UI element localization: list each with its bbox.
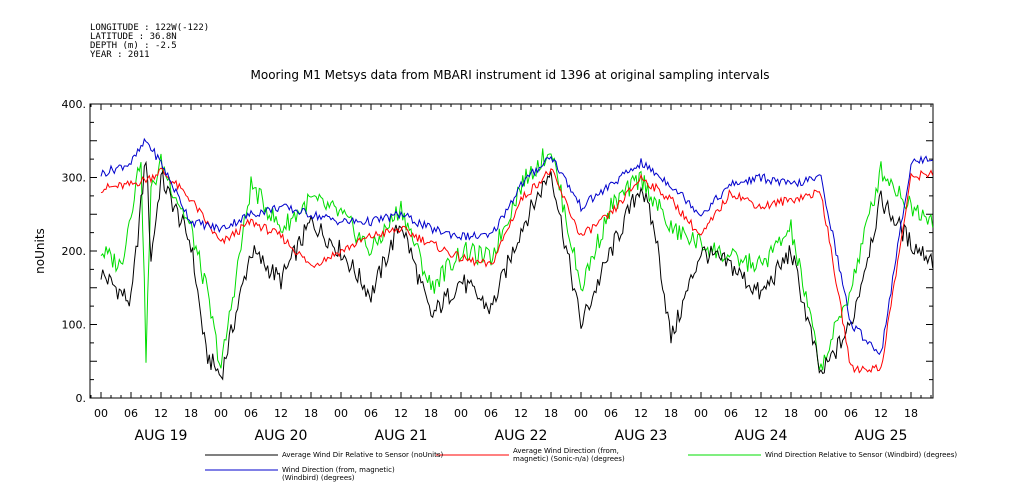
x-tick-label: 06 <box>484 407 498 420</box>
legend-label-green: Wind Direction Relative to Sensor (Windb… <box>765 451 958 459</box>
x-tick-label: 06 <box>604 407 618 420</box>
y-axis-label: noUnits <box>33 228 47 274</box>
x-tick-label: 06 <box>724 407 738 420</box>
x-day-label: AUG 24 <box>735 428 788 444</box>
x-day-label: AUG 21 <box>375 428 428 444</box>
x-tick-label: 12 <box>514 407 528 420</box>
series-line-1 <box>100 167 934 374</box>
x-tick-label: 12 <box>874 407 888 420</box>
legend-label-blue: Wind Direction (from, magnetic) (Windbir… <box>282 466 395 482</box>
x-tick-label: 18 <box>424 407 438 420</box>
y-tick-label: 200. <box>62 245 87 258</box>
x-tick-label: 06 <box>364 407 378 420</box>
series-line-0 <box>100 160 934 381</box>
x-tick-label: 12 <box>754 407 768 420</box>
x-day-label: AUG 23 <box>615 428 668 444</box>
x-tick-label: 00 <box>574 407 588 420</box>
x-tick-label: 18 <box>184 407 198 420</box>
plot-frame <box>89 103 934 399</box>
y-tick-label: 300. <box>62 172 87 185</box>
x-tick-label: 18 <box>784 407 798 420</box>
x-tick-label: 06 <box>844 407 858 420</box>
x-day-label: AUG 19 <box>135 428 188 444</box>
x-tick-label: 00 <box>814 407 828 420</box>
latitude-label: LATITUDE : 36.8N <box>90 32 177 42</box>
x-tick-label: 00 <box>94 407 108 420</box>
year-label: YEAR : 2011 <box>90 50 150 60</box>
x-tick-label: 12 <box>274 407 288 420</box>
x-tick-label: 18 <box>664 407 678 420</box>
legend-label-black: Average Wind Dir Relative to Sensor (noU… <box>282 451 444 459</box>
chart-title: Mooring M1 Metsys data from MBARI instru… <box>250 68 770 82</box>
x-tick-label: 06 <box>124 407 138 420</box>
x-tick-label: 00 <box>694 407 708 420</box>
series-line-2 <box>100 148 934 371</box>
x-day-label: AUG 20 <box>255 428 308 444</box>
y-tick-label: 100. <box>62 319 87 332</box>
x-day-label: AUG 22 <box>495 428 548 444</box>
x-tick-label: 12 <box>394 407 408 420</box>
depth-label: DEPTH (m) : -2.5 <box>90 41 177 51</box>
longitude-label: LONGITUDE : 122W(-122) <box>90 23 210 33</box>
x-tick-label: 00 <box>214 407 228 420</box>
x-tick-label: 00 <box>454 407 468 420</box>
legend-label-red: Average Wind Direction (from, magnetic) … <box>513 447 625 463</box>
series-line-3 <box>100 137 933 356</box>
x-tick-label: 06 <box>244 407 258 420</box>
y-tick-label: 400. <box>62 98 87 111</box>
x-tick-label: 18 <box>904 407 918 420</box>
y-tick-label: 0. <box>76 392 87 405</box>
x-day-label: AUG 25 <box>855 428 908 444</box>
x-tick-label: 00 <box>334 407 348 420</box>
x-tick-label: 12 <box>634 407 648 420</box>
x-tick-label: 12 <box>154 407 168 420</box>
x-tick-label: 18 <box>304 407 318 420</box>
x-tick-label: 18 <box>544 407 558 420</box>
